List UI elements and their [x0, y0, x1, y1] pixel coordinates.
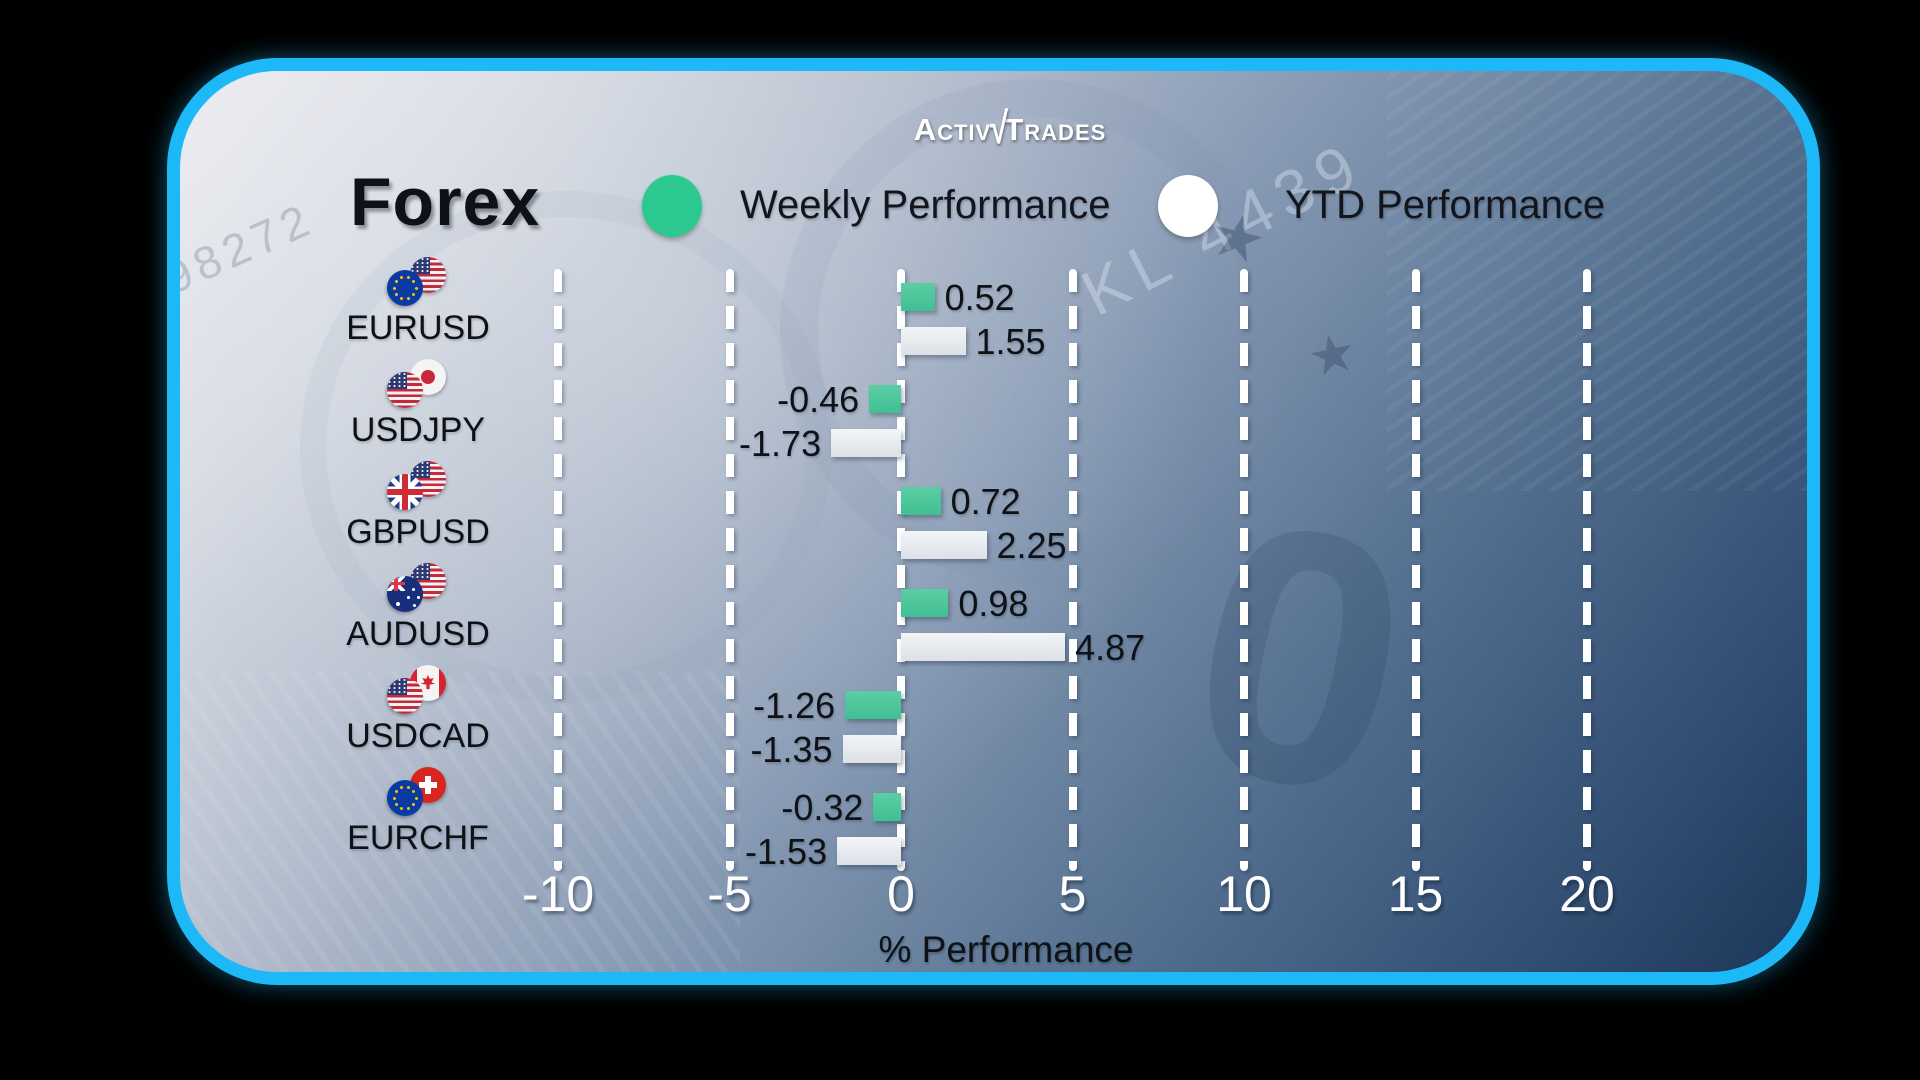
brand-logo-left: Activ: [913, 112, 992, 147]
pair-flags-EURUSD: [387, 257, 447, 307]
x-tick-label-5: 5: [1058, 866, 1087, 922]
ytd-bar-USDJPY: [831, 429, 901, 457]
ytd-value-AUDUSD: 4.87: [1075, 627, 1146, 668]
ytd-value-GBPUSD: 2.25: [996, 525, 1067, 566]
eu-star-dot: [400, 806, 404, 810]
eu-star-dot: [400, 296, 404, 300]
eu-star-dot: [412, 292, 416, 296]
eu-star-dot: [400, 786, 404, 790]
pair-flags-USDCAD: [387, 665, 447, 715]
eu-star-dot: [414, 796, 418, 800]
ytd-bar-USDCAD: [842, 735, 901, 763]
us-flag-icon: [410, 563, 446, 599]
weekly-legend-dot-icon: [642, 175, 702, 237]
x-tick-label--10: -10: [521, 866, 595, 922]
pair-label-EURUSD: EURUSD: [346, 309, 490, 347]
weekly-value-GBPUSD: 0.72: [950, 481, 1021, 522]
ytd-legend-label: YTD Performance: [1285, 183, 1606, 227]
weekly-bar-EURUSD: [901, 283, 935, 311]
gridline--5: [725, 269, 734, 871]
gb-flag-icon: [387, 474, 423, 510]
x-tick-label-10: 10: [1216, 866, 1272, 922]
eu-star-dot: [412, 790, 416, 794]
eu-star-dot: [406, 806, 410, 810]
gridline-5: [1068, 269, 1077, 871]
gridline-15: [1411, 269, 1420, 871]
eu-star-dot: [394, 292, 398, 296]
eu-star-dot: [414, 286, 418, 290]
au-star-dot: [413, 604, 416, 607]
ytd-value-EURCHF: -1.53: [745, 831, 828, 872]
ytd-legend-dot-icon: [1158, 175, 1218, 237]
au-flag-icon: [387, 576, 423, 612]
x-tick-label-20: 20: [1559, 866, 1615, 922]
x-tick-label-15: 15: [1387, 866, 1444, 922]
brand-logo-right: Trades: [1004, 112, 1107, 147]
pair-flags-USDJPY: [387, 359, 447, 409]
weekly-value-USDCAD: -1.26: [753, 685, 836, 726]
us-flag-icon: [387, 372, 423, 408]
eu-star-dot: [394, 790, 398, 794]
ytd-value-USDJPY: -1.73: [739, 423, 822, 464]
weekly-legend-label: Weekly Performance: [740, 183, 1111, 227]
weekly-value-AUDUSD: 0.98: [958, 583, 1029, 624]
eu-flag-icon: [387, 780, 423, 816]
eu-star-dot: [412, 802, 416, 806]
weekly-value-USDJPY: -0.46: [777, 379, 860, 420]
weekly-value-EURCHF: -0.32: [781, 787, 864, 828]
pair-flags-EURCHF: [387, 767, 447, 817]
weekly-value-EURUSD: 0.52: [944, 277, 1015, 318]
gridline--10: [554, 269, 562, 871]
eu-star-dot: [392, 286, 396, 290]
page-title: Forex: [350, 164, 541, 240]
ytd-value-USDCAD: -1.35: [750, 729, 833, 770]
weekly-bar-AUDUSD: [901, 589, 949, 617]
brand-checkmark-icon: √: [990, 104, 1009, 153]
weekly-bar-EURCHF: [873, 793, 901, 821]
pair-label-USDJPY: USDJPY: [350, 411, 486, 449]
pair-label-AUDUSD: AUDUSD: [346, 615, 490, 653]
au-star-dot: [417, 596, 420, 599]
au-star-dot: [396, 602, 400, 606]
eu-star-dot: [412, 280, 416, 284]
ytd-value-EURUSD: 1.55: [975, 321, 1046, 362]
ytd-bar-GBPUSD: [901, 531, 987, 559]
x-axis-label: % Performance: [878, 929, 1134, 970]
bar-chart: -10 -5 0 5 10 15 20 EURUSD 0.52 1.55 USDJPY -0.46 -1…: [180, 71, 1807, 972]
ytd-bar-EURCHF: [837, 837, 901, 865]
au-star-dot: [407, 596, 410, 599]
eu-star-dot: [406, 296, 410, 300]
chart-card: KL 4439 98272 ★ ★ 0 Activ√Trades Forex W…: [167, 58, 1820, 985]
brand-logo: Activ√Trades: [895, 101, 1125, 153]
x-tick-label--5: -5: [707, 866, 752, 922]
weekly-bar-GBPUSD: [901, 487, 941, 515]
gridline-20: [1583, 269, 1591, 871]
weekly-bar-USDJPY: [869, 385, 901, 413]
us-flag-icon: [387, 678, 423, 714]
pair-flags-AUDUSD: [387, 563, 447, 613]
weekly-bar-USDCAD: [845, 691, 901, 719]
eu-star-dot: [394, 280, 398, 284]
pair-flags-GBPUSD: [387, 461, 447, 511]
ytd-bar-EURUSD: [901, 327, 966, 355]
eu-flag-icon: [387, 270, 423, 306]
gridline-0: [897, 269, 905, 871]
pair-label-USDCAD: USDCAD: [346, 717, 490, 755]
gridline-10: [1240, 269, 1248, 871]
eu-star-dot: [406, 276, 410, 280]
eu-star-dot: [406, 786, 410, 790]
ytd-bar-AUDUSD: [901, 633, 1066, 661]
x-tick-label-0: 0: [887, 866, 915, 922]
eu-star-dot: [400, 276, 404, 280]
eu-star-dot: [394, 802, 398, 806]
pair-label-EURCHF: EURCHF: [347, 819, 489, 857]
pair-label-GBPUSD: GBPUSD: [346, 513, 490, 551]
au-star-dot: [412, 588, 415, 591]
eu-star-dot: [392, 796, 396, 800]
